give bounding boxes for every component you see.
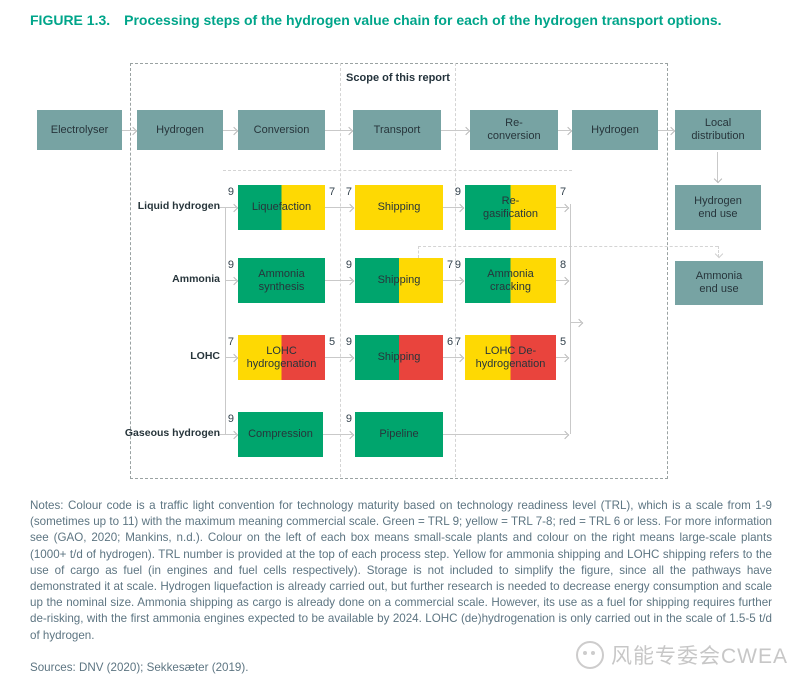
chain-box-electrolyser: Electrolyser xyxy=(37,110,122,150)
trl-value: 9 xyxy=(227,259,234,271)
process-box-regasification: Re- gasification xyxy=(465,185,556,230)
trl-value: 9 xyxy=(454,259,461,271)
scope-label: Scope of this report xyxy=(346,72,450,84)
arrowhead-right-icon xyxy=(666,126,676,136)
cwea-logo-icon xyxy=(576,641,604,669)
ammonia-bypass-dashed-path xyxy=(418,246,419,258)
chain-box-transport: Transport xyxy=(353,110,441,150)
trl-value: 9 xyxy=(345,259,352,271)
flow-arrow xyxy=(325,203,355,213)
trl-value: 7 xyxy=(329,186,336,198)
flow-arrow xyxy=(713,152,723,184)
process-box-lohc-hydrogenation: LOHC hydrogenation xyxy=(238,335,325,380)
flow-arrow xyxy=(441,126,471,136)
flow-arrow xyxy=(443,430,570,440)
column-separator xyxy=(455,63,456,477)
process-box-ammonia-cracking: Ammonia cracking xyxy=(465,258,556,303)
watermark-text: 风能专委会CWEA xyxy=(611,645,788,668)
trl-value: 7 xyxy=(454,336,461,348)
process-box-pipeline: Pipeline xyxy=(355,412,443,457)
watermark: 风能专委会CWEA xyxy=(576,640,788,670)
figure-number: FIGURE 1.3. xyxy=(30,12,111,28)
row-label-lohc: LOHC xyxy=(190,350,220,362)
flow-arrow xyxy=(556,353,570,363)
flow-arrow xyxy=(443,203,465,213)
flow-arrow xyxy=(570,318,584,328)
process-box-shipping-lohc: Shipping xyxy=(355,335,443,380)
row-separator xyxy=(223,170,572,171)
trl-value: 9 xyxy=(227,413,234,425)
trl-value: 7 xyxy=(345,186,352,198)
process-box-shipping-lh2: Shipping xyxy=(355,185,443,230)
ammonia-bypass-dashed-path xyxy=(418,246,718,247)
flow-arrow xyxy=(323,430,355,440)
end-use-box-ammonia: Ammonia end use xyxy=(675,261,763,305)
flow-arrow xyxy=(218,203,239,213)
column-separator xyxy=(340,63,341,477)
flow-arrow xyxy=(223,126,239,136)
flow-arrow xyxy=(225,276,239,286)
flow-arrow xyxy=(325,276,355,286)
figure-notes: Notes: Colour code is a traffic light co… xyxy=(30,499,772,642)
chain-box-hydrogen: Hydrogen xyxy=(137,110,223,150)
trl-value: 9 xyxy=(345,336,352,348)
figure-sources: Sources: DNV (2020); Sekkesæter (2019). xyxy=(30,661,249,674)
flow-arrow xyxy=(443,276,465,286)
trl-value: 8 xyxy=(560,259,567,271)
row-label-liquid-hydrogen: Liquid hydrogen xyxy=(137,200,220,212)
collector-line xyxy=(570,204,571,434)
trl-value: 7 xyxy=(447,259,454,271)
flow-arrow xyxy=(658,126,676,136)
arrowhead-down-icon xyxy=(714,249,724,259)
trl-value: 5 xyxy=(560,336,567,348)
trl-value: 9 xyxy=(227,186,234,198)
flow-arrow xyxy=(556,276,570,286)
process-box-compression: Compression xyxy=(238,412,323,457)
process-box-liquefaction: Liquefaction xyxy=(238,185,325,230)
end-use-box-hydrogen: Hydrogen end use xyxy=(675,185,761,230)
chain-box-conversion: Conversion xyxy=(238,110,325,150)
flow-arrow xyxy=(122,126,138,136)
ammonia-bypass-dashed-path xyxy=(714,246,724,259)
trl-value: 6 xyxy=(447,336,454,348)
trl-value: 7 xyxy=(560,186,567,198)
row-label-gaseous-hydrogen: Gaseous hydrogen xyxy=(124,427,220,439)
flow-arrow xyxy=(443,353,465,363)
figure-caption: Processing steps of the hydrogen value c… xyxy=(124,12,722,28)
figure-title: FIGURE 1.3. Processing steps of the hydro… xyxy=(30,10,742,30)
chain-box-reconversion: Re- conversion xyxy=(470,110,558,150)
flow-arrow xyxy=(325,353,355,363)
trl-value: 9 xyxy=(345,413,352,425)
flow-arrow xyxy=(325,126,354,136)
process-box-lohc-dehydrogenation: LOHC De- hydrogenation xyxy=(465,335,556,380)
input-branch-line xyxy=(225,207,226,434)
row-label-ammonia: Ammonia xyxy=(172,273,220,285)
flow-arrow xyxy=(225,353,239,363)
process-box-ammonia-synthesis: Ammonia synthesis xyxy=(238,258,325,303)
chain-box-hydrogen-2: Hydrogen xyxy=(572,110,658,150)
trl-value: 7 xyxy=(227,336,234,348)
trl-value: 9 xyxy=(454,186,461,198)
flow-arrow xyxy=(556,203,570,213)
process-box-shipping-nh3: Shipping xyxy=(355,258,443,303)
flow-arrow xyxy=(218,430,239,440)
arrowhead-down-icon xyxy=(713,174,723,184)
scope-boundary xyxy=(130,63,668,479)
flow-arrow xyxy=(558,126,573,136)
chain-box-local-distribution: Local distribution xyxy=(675,110,761,150)
trl-value: 5 xyxy=(329,336,336,348)
